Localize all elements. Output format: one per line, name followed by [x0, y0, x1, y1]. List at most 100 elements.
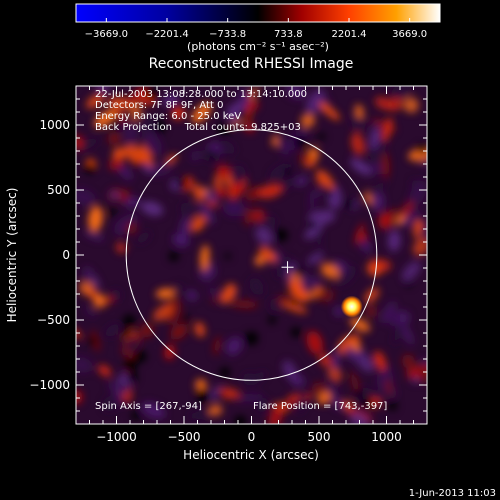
positive-blob	[299, 152, 312, 163]
negative-blob	[141, 402, 166, 419]
y-tick-label: 500	[47, 183, 70, 197]
positive-blob	[401, 354, 415, 369]
info-line: Back Projection Total counts: 9.825+03	[95, 122, 301, 133]
negative-blob	[135, 115, 160, 135]
positive-blob	[76, 134, 84, 151]
positive-blob	[400, 201, 414, 217]
negative-blob	[104, 323, 120, 338]
dark-hole	[124, 357, 138, 372]
colorbar-ticks: −3669.0 −2201.4 −733.8 733.8 2201.4 3669.0	[85, 18, 427, 40]
y-axis-label: Heliocentric Y (arcsec)	[5, 188, 19, 323]
info-block: 22-Jul-2003 13:08:28.000 to 13:14:10.000…	[95, 89, 307, 133]
y-tick-label: 1000	[39, 118, 70, 132]
positive-blob	[320, 262, 339, 279]
dark-hole	[112, 115, 119, 122]
negative-blob	[315, 229, 323, 249]
positive-blob	[250, 208, 265, 223]
positive-blob	[319, 353, 332, 367]
positive-blob	[194, 321, 206, 338]
negative-blob	[76, 137, 99, 151]
negative-blob	[249, 277, 264, 296]
dark-hole	[224, 253, 231, 260]
negative-blob	[84, 306, 96, 317]
negative-blob	[386, 311, 401, 325]
info-line: Detectors: 7F 8F 9F, Att 0	[95, 100, 223, 111]
positive-blob	[408, 147, 427, 161]
negative-blob	[102, 395, 118, 412]
positive-blob	[317, 391, 331, 405]
negative-blob	[370, 126, 379, 150]
positive-blob	[112, 147, 125, 162]
info-line: Energy Range: 6.0 - 25.0 keV	[95, 111, 241, 122]
positive-blob	[403, 97, 419, 113]
positive-blob	[230, 300, 259, 309]
positive-blob	[171, 106, 185, 120]
dark-hole	[216, 391, 225, 399]
dark-hole	[294, 266, 304, 277]
positive-blob	[354, 222, 365, 246]
positive-blob	[324, 289, 335, 304]
negative-blob	[309, 277, 320, 287]
colorbar-gradient	[75, 3, 441, 23]
positive-blob	[388, 208, 400, 217]
positive-blob	[216, 187, 227, 198]
dark-hole	[325, 188, 334, 196]
colorbar-tick-label: −3669.0	[85, 29, 128, 40]
negative-blob	[401, 261, 421, 282]
dark-hole	[126, 371, 138, 383]
colorbar-units-label: (photons cm⁻² s⁻¹ asec⁻²)	[187, 40, 329, 53]
dark-hole	[144, 87, 157, 100]
plot-title: Reconstructed RHESSI Image	[149, 56, 354, 72]
dark-hole	[108, 208, 116, 216]
colorbar-tick-label: 733.8	[274, 29, 303, 40]
negative-blob	[336, 265, 357, 287]
positive-blob	[382, 117, 393, 142]
negative-blob	[237, 393, 263, 402]
negative-blob	[81, 270, 95, 284]
positive-blob	[350, 341, 361, 351]
dark-hole	[405, 280, 412, 287]
positive-blob	[229, 180, 245, 196]
negative-blob	[84, 230, 105, 241]
positive-blob	[93, 293, 106, 308]
positive-blob	[300, 113, 315, 128]
negative-blob	[409, 180, 427, 207]
positive-blob	[192, 183, 204, 202]
dark-hole	[131, 411, 141, 421]
negative-blob	[143, 131, 163, 156]
dark-hole	[182, 314, 190, 322]
negative-blob	[402, 325, 414, 345]
positive-blob	[319, 102, 340, 121]
positive-blob	[190, 215, 206, 232]
negative-blob	[225, 337, 243, 356]
positive-blob	[246, 186, 261, 201]
negative-blob	[310, 184, 329, 200]
dark-hole	[387, 401, 398, 411]
colorbar-tick-label: −733.8	[209, 29, 246, 40]
positive-blob	[364, 287, 380, 304]
dark-hole	[88, 337, 97, 346]
dark-hole	[153, 120, 166, 134]
negative-blob	[286, 86, 306, 99]
negative-blob	[380, 301, 397, 324]
negative-blob	[230, 165, 246, 185]
positive-blob	[107, 96, 133, 112]
negative-blob	[118, 164, 133, 180]
dark-hole	[208, 151, 216, 159]
positive-blob	[170, 323, 188, 340]
positive-blob	[153, 303, 174, 321]
dark-hole	[290, 327, 301, 338]
positive-blob	[88, 205, 103, 232]
positive-blob	[254, 255, 265, 266]
dark-hole	[168, 251, 179, 262]
dark-hole	[268, 315, 277, 325]
negative-blob	[122, 121, 139, 147]
dark-hole	[244, 331, 259, 346]
positive-blob	[86, 93, 105, 109]
positive-blob	[216, 164, 231, 179]
positive-blob	[381, 152, 390, 179]
spin-axis-label: Spin Axis = [267,-94]	[95, 401, 202, 412]
negative-blob	[368, 161, 383, 175]
solar-limb	[125, 129, 378, 381]
